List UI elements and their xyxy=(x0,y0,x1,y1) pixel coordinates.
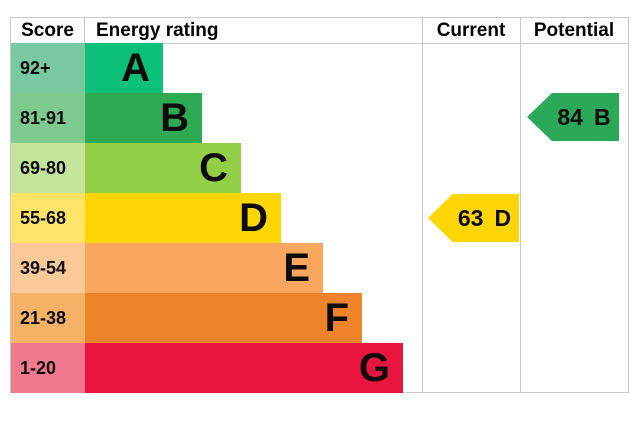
band-letter: E xyxy=(283,245,310,290)
band-letter: G xyxy=(358,345,390,390)
header-potential: Potential xyxy=(533,19,615,41)
current-arrow: 63 D xyxy=(428,194,519,242)
potential-arrow: 84 B xyxy=(527,93,619,141)
band-bar: C xyxy=(85,143,241,193)
band-bar: B xyxy=(85,93,202,143)
band-bar: A xyxy=(85,43,163,93)
band-bar: F xyxy=(85,293,362,343)
band-row-g: 1-20 G xyxy=(11,343,628,393)
band-row-e: 39-54 E xyxy=(11,243,628,293)
band-rows: 92+ A 81-91 B 69-80 C 55-68 D 39-54 E 21… xyxy=(11,43,628,393)
header-score: Score xyxy=(11,18,85,43)
current-arrow-label: 63 D xyxy=(428,205,519,232)
potential-value: 84 xyxy=(557,103,583,130)
band-score: 55-68 xyxy=(11,193,85,243)
potential-arrow-label: 84 B xyxy=(527,104,619,131)
band-score: 92+ xyxy=(11,43,85,93)
band-letter: A xyxy=(121,45,150,90)
band-bar: D xyxy=(85,193,281,243)
band-bar: G xyxy=(85,343,403,393)
band-row-c: 69-80 C xyxy=(11,143,628,193)
header-row: Score Energy rating Current Potential xyxy=(11,18,628,44)
band-bar: E xyxy=(85,243,323,293)
band-letter: D xyxy=(239,195,268,240)
current-letter: D xyxy=(494,204,512,231)
header-energy-rating: Energy rating xyxy=(96,19,219,41)
band-letter: F xyxy=(324,295,349,340)
band-letter: C xyxy=(199,145,228,190)
band-row-f: 21-38 F xyxy=(11,293,628,343)
band-row-a: 92+ A xyxy=(11,43,628,93)
band-score: 39-54 xyxy=(11,243,85,293)
current-column-divider xyxy=(422,18,423,392)
band-score: 1-20 xyxy=(11,343,85,393)
band-row-d: 55-68 D xyxy=(11,193,628,243)
band-score: 81-91 xyxy=(11,93,85,143)
header-current: Current xyxy=(436,19,506,41)
band-letter: B xyxy=(160,95,189,140)
potential-column-divider xyxy=(520,18,521,392)
epc-rating-chart: Score Energy rating Current Potential 92… xyxy=(10,17,629,393)
current-value: 63 xyxy=(457,204,484,231)
band-score: 69-80 xyxy=(11,143,85,193)
potential-letter: B xyxy=(593,103,611,130)
band-score: 21-38 xyxy=(11,293,85,343)
band-row-b: 81-91 B xyxy=(11,93,628,143)
